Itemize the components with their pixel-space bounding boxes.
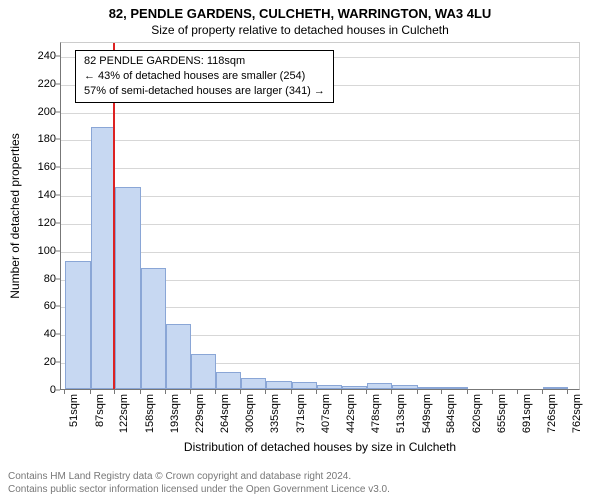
x-tick-label: 726sqm <box>546 394 558 433</box>
x-tick-mark <box>341 390 342 394</box>
histogram-bar <box>418 387 443 389</box>
y-tick-mark <box>56 250 60 251</box>
y-tick-label: 140 <box>16 189 56 201</box>
histogram-bar <box>115 187 140 389</box>
annotation-line3: 57% of semi-detached houses are larger (… <box>84 84 325 99</box>
x-tick-mark <box>366 390 367 394</box>
y-tick-label: 40 <box>16 328 56 340</box>
footer-line1: Contains HM Land Registry data © Crown c… <box>8 471 592 484</box>
x-tick-mark <box>517 390 518 394</box>
histogram-bar <box>367 383 392 389</box>
x-tick-mark <box>467 390 468 394</box>
y-tick-mark <box>56 334 60 335</box>
y-tick-mark <box>56 55 60 56</box>
x-tick-label: 87sqm <box>94 394 106 427</box>
histogram-bar <box>241 378 266 389</box>
annotation-box: 82 PENDLE GARDENS: 118sqm ← 43% of detac… <box>75 50 334 103</box>
x-tick-label: 691sqm <box>521 394 533 433</box>
histogram-bar <box>191 354 216 389</box>
histogram-bar <box>266 381 291 389</box>
x-tick-label: 549sqm <box>421 394 433 433</box>
histogram-bar <box>166 324 191 389</box>
gridline <box>61 140 579 141</box>
chart-subtitle: Size of property relative to detached ho… <box>0 23 600 37</box>
x-tick-mark <box>265 390 266 394</box>
y-tick-label: 100 <box>16 245 56 257</box>
x-tick-mark <box>291 390 292 394</box>
x-tick-label: 300sqm <box>244 394 256 433</box>
gridline <box>61 113 579 114</box>
x-tick-label: 407sqm <box>320 394 332 433</box>
y-tick-mark <box>56 111 60 112</box>
y-tick-label: 180 <box>16 133 56 145</box>
x-tick-mark <box>165 390 166 394</box>
x-tick-label: 655sqm <box>496 394 508 433</box>
x-tick-mark <box>215 390 216 394</box>
x-tick-mark <box>441 390 442 394</box>
x-tick-label: 513sqm <box>395 394 407 433</box>
y-tick-mark <box>56 222 60 223</box>
footer: Contains HM Land Registry data © Crown c… <box>8 471 592 496</box>
x-tick-mark <box>190 390 191 394</box>
x-tick-mark <box>567 390 568 394</box>
y-tick-mark <box>56 390 60 391</box>
annotation-line1: 82 PENDLE GARDENS: 118sqm <box>84 54 325 69</box>
histogram-bar <box>65 261 90 389</box>
y-tick-label: 160 <box>16 161 56 173</box>
x-tick-label: 584sqm <box>445 394 457 433</box>
x-tick-mark <box>492 390 493 394</box>
y-tick-label: 120 <box>16 217 56 229</box>
x-tick-label: 193sqm <box>169 394 181 433</box>
y-tick-label: 220 <box>16 78 56 90</box>
x-tick-label: 229sqm <box>194 394 206 433</box>
x-tick-label: 264sqm <box>219 394 231 433</box>
histogram-bar <box>543 387 568 389</box>
y-tick-mark <box>56 167 60 168</box>
histogram-bar <box>292 382 317 389</box>
histogram-bar <box>342 386 367 389</box>
y-tick-label: 0 <box>16 384 56 396</box>
x-tick-label: 762sqm <box>571 394 583 433</box>
x-tick-label: 478sqm <box>370 394 382 433</box>
histogram-bar <box>216 372 241 389</box>
x-tick-label: 620sqm <box>471 394 483 433</box>
x-tick-label: 51sqm <box>68 394 80 427</box>
gridline <box>61 168 579 169</box>
histogram-bar <box>317 385 342 389</box>
histogram-bar <box>141 268 166 389</box>
y-tick-mark <box>56 362 60 363</box>
x-tick-mark <box>114 390 115 394</box>
y-tick-label: 240 <box>16 50 56 62</box>
x-tick-mark <box>90 390 91 394</box>
x-tick-label: 442sqm <box>345 394 357 433</box>
x-axis-label: Distribution of detached houses by size … <box>60 440 580 454</box>
x-tick-label: 122sqm <box>118 394 130 433</box>
y-tick-mark <box>56 139 60 140</box>
y-tick-mark <box>56 306 60 307</box>
x-tick-mark <box>391 390 392 394</box>
x-tick-label: 371sqm <box>295 394 307 433</box>
x-tick-mark <box>316 390 317 394</box>
y-tick-label: 20 <box>16 356 56 368</box>
histogram-bar <box>442 387 467 389</box>
histogram-bar <box>392 385 417 389</box>
y-tick-label: 200 <box>16 106 56 118</box>
x-tick-label: 158sqm <box>144 394 156 433</box>
y-tick-mark <box>56 83 60 84</box>
x-tick-mark <box>140 390 141 394</box>
x-tick-mark <box>417 390 418 394</box>
annotation-line2: ← 43% of detached houses are smaller (25… <box>84 69 325 84</box>
chart-container: 82, PENDLE GARDENS, CULCHETH, WARRINGTON… <box>0 0 600 500</box>
x-tick-mark <box>64 390 65 394</box>
y-tick-label: 80 <box>16 273 56 285</box>
y-tick-label: 60 <box>16 300 56 312</box>
chart-title: 82, PENDLE GARDENS, CULCHETH, WARRINGTON… <box>0 6 600 21</box>
x-tick-label: 335sqm <box>269 394 281 433</box>
footer-line2: Contains public sector information licen… <box>8 484 592 497</box>
x-tick-mark <box>240 390 241 394</box>
x-tick-mark <box>542 390 543 394</box>
y-tick-mark <box>56 278 60 279</box>
y-tick-mark <box>56 195 60 196</box>
